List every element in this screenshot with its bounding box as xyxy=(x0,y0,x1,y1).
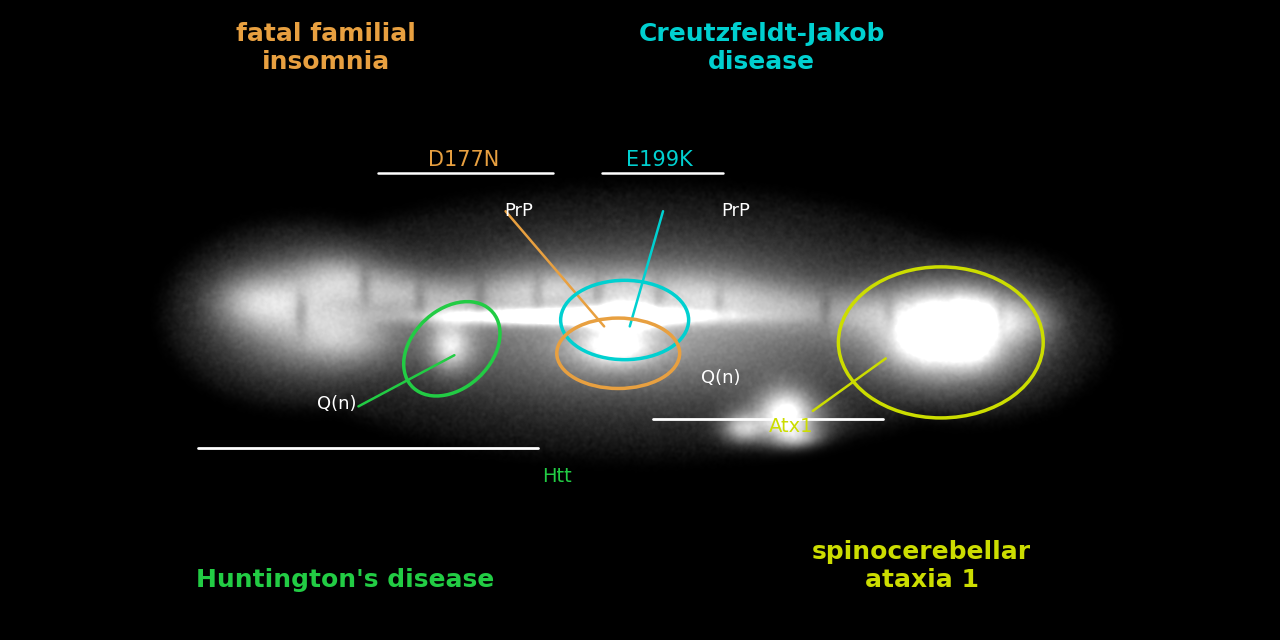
Text: PrP: PrP xyxy=(722,202,750,220)
Text: fatal familial
insomnia: fatal familial insomnia xyxy=(237,22,416,74)
Text: Q(n): Q(n) xyxy=(701,369,741,387)
Text: D177N: D177N xyxy=(428,150,499,170)
Text: Huntington's disease: Huntington's disease xyxy=(196,568,495,592)
Text: Q(n): Q(n) xyxy=(317,395,357,413)
Text: Creutzfeldt-Jakob
disease: Creutzfeldt-Jakob disease xyxy=(639,22,884,74)
Text: E199K: E199K xyxy=(626,150,692,170)
Text: spinocerebellar
ataxia 1: spinocerebellar ataxia 1 xyxy=(812,540,1032,592)
Text: PrP: PrP xyxy=(504,202,532,220)
Text: Atx1: Atx1 xyxy=(769,417,813,436)
Text: Htt: Htt xyxy=(541,467,572,486)
